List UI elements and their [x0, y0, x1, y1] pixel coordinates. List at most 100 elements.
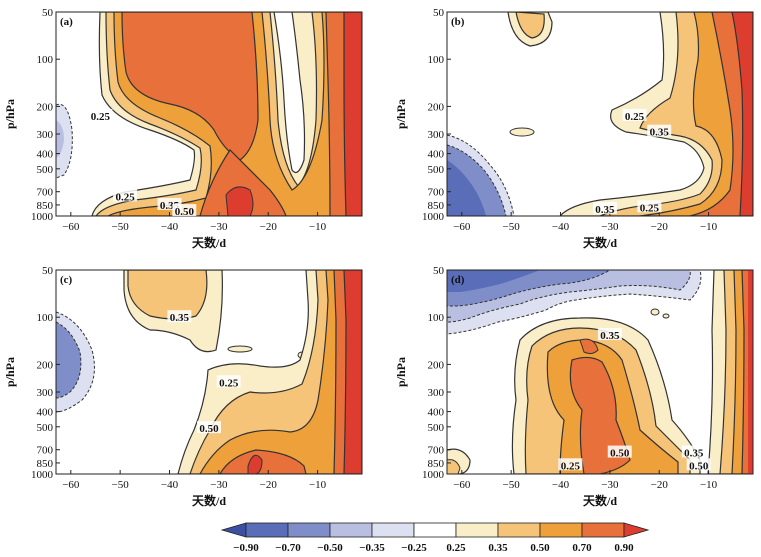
- axes-b: −60 −50 −40 −30 −20 −10 50 100 200 300 400 500 70085…: [422, 7, 718, 233]
- colorbar-tick-label: 0.70: [572, 542, 592, 554]
- contour-label: 0.25: [115, 191, 135, 203]
- panel-label-a: (a): [60, 16, 73, 28]
- axes-d: −60 −50 −40 −30 −20 −10 50 100 200 300 400 500 70085…: [422, 265, 718, 491]
- y-tick-label: 500: [428, 422, 445, 434]
- y-tick-label: 850: [37, 200, 54, 212]
- x-tick-label: −50: [112, 479, 130, 491]
- x-tick-label: −40: [161, 479, 179, 491]
- colorbar-tick-label: −0.25: [401, 542, 427, 554]
- plot-frame-c: [55, 269, 363, 475]
- contour-label-bg: [216, 375, 241, 388]
- contour-label: 0.25: [640, 202, 660, 214]
- panel-c: −60 −50 −40 −30 −20 −10 50 100 200 300 400 500 70085…: [3, 265, 363, 508]
- x-tick-label: −20: [651, 479, 669, 491]
- x-tick-label: −60: [62, 221, 80, 233]
- x-tick-label: −40: [161, 221, 179, 233]
- y-tick-label: 400: [428, 407, 445, 419]
- y-tick-label: 50: [42, 265, 54, 277]
- colorbar-extend-low: [220, 522, 247, 538]
- contour-label: 0.25: [625, 111, 645, 123]
- y-tick-label: 500: [428, 164, 445, 176]
- x-tick-label: −60: [453, 479, 471, 491]
- colorbar-tick-label: −0.50: [317, 542, 343, 554]
- contour-label-bg: [597, 328, 622, 341]
- y-tick-label: 50: [433, 7, 445, 19]
- panel-d: −60 −50 −40 −30 −20 −10 50 100 200 300 400 500 70085…: [394, 265, 754, 508]
- y-tick-label: 300: [37, 129, 54, 141]
- x-tick-label: −10: [700, 479, 718, 491]
- contour-labels: 0.250.250.350.500.250.350.35 0.250.350.25…: [88, 108, 711, 472]
- y-tick-label: 700: [428, 187, 445, 199]
- x-tick-label: −30: [601, 221, 619, 233]
- y-tick-label: 300: [428, 387, 445, 399]
- y-tick-label: 400: [37, 149, 54, 161]
- colorbar-segment: [245, 522, 289, 538]
- panel-b: −60 −50 −40 −30 −20 −10 50 100 200 300 400 500 70085…: [394, 7, 754, 250]
- colorbar-tick-label: −0.35: [359, 542, 385, 554]
- y-axis-label-c: p/hPa: [3, 357, 17, 387]
- y-tick-label: 500: [37, 164, 54, 176]
- x-tick-label: −10: [309, 221, 327, 233]
- x-axis-label-a: 天数/d: [192, 235, 226, 250]
- y-tick-label: 850: [428, 200, 445, 212]
- contour-fills-d: [447, 270, 753, 474]
- x-axis-label-c: 天数/d: [192, 493, 226, 508]
- x-tick-label: −30: [210, 479, 228, 491]
- y-tick-label: 1000: [422, 469, 445, 481]
- plot-frame-d: [446, 269, 754, 475]
- x-tick-label: −20: [651, 221, 669, 233]
- colorbar-extend-high: [623, 522, 650, 538]
- x-tick-label: −30: [601, 479, 619, 491]
- panel-label-c: (c): [60, 274, 73, 286]
- contour-label: 0.35: [170, 312, 190, 324]
- colorbar-tick-label: 0.25: [446, 542, 466, 554]
- colorbar-segment: [539, 522, 583, 538]
- contour-label-bg: [607, 445, 632, 458]
- colorbar-segment: [455, 522, 499, 538]
- panel-label-b: (b): [451, 16, 465, 28]
- y-tick-label: 50: [42, 7, 54, 19]
- y-tick-label: 100: [428, 312, 445, 324]
- y-tick-label: 100: [37, 54, 54, 66]
- x-tick-label: −40: [552, 221, 570, 233]
- colorbar-segment: [413, 522, 457, 538]
- contour-label: 0.35: [600, 330, 620, 342]
- contour-label-bg: [167, 310, 192, 323]
- y-tick-label: 400: [428, 149, 445, 161]
- x-tick-label: −20: [260, 479, 278, 491]
- x-tick-label: −10: [309, 479, 327, 491]
- y-tick-label: 300: [37, 387, 54, 399]
- contour-label-bg: [681, 445, 706, 458]
- colorbar-segment: [581, 522, 625, 538]
- contour-label-bg: [88, 108, 113, 121]
- colorbar-tick-label: 0.50: [530, 542, 550, 554]
- y-tick-label: 1000: [422, 211, 445, 223]
- panel-label-d: (d): [451, 274, 465, 286]
- contour-fills-b: [447, 12, 753, 216]
- y-tick-label: 200: [37, 359, 54, 371]
- contour-label: 0.50: [199, 423, 219, 435]
- contour-label-bg: [197, 421, 221, 434]
- x-tick-label: −50: [112, 221, 130, 233]
- y-tick-label: 700: [428, 445, 445, 457]
- y-tick-label: 100: [428, 54, 445, 66]
- plot-frame-b: [446, 11, 754, 217]
- contour-label-bg: [622, 108, 647, 121]
- y-tick-label: 200: [37, 101, 54, 113]
- plot-frame-a: [55, 11, 363, 217]
- colorbar-segment: [329, 522, 373, 538]
- y-tick-label: 1000: [31, 211, 54, 223]
- x-tick-label: −20: [260, 221, 278, 233]
- colorbar-tick-label: −0.90: [233, 542, 259, 554]
- x-tick-label: −50: [503, 221, 521, 233]
- colorbar-segment: [287, 522, 331, 538]
- y-axis-label-b: p/hPa: [394, 99, 408, 129]
- contour-label-bg: [172, 204, 197, 217]
- contour-fills-c: [56, 270, 362, 474]
- x-tick-label: −50: [503, 479, 521, 491]
- axes-a: −60 −50 −40 −30 −20 −10 50 100 200 300 400 500 70085…: [31, 7, 327, 233]
- contour-label-bg: [558, 458, 583, 471]
- colorbar-tick-label: −0.70: [275, 542, 301, 554]
- axes-c: −60 −50 −40 −30 −20 −10 50 100 200 300 400 500 70085…: [31, 265, 327, 491]
